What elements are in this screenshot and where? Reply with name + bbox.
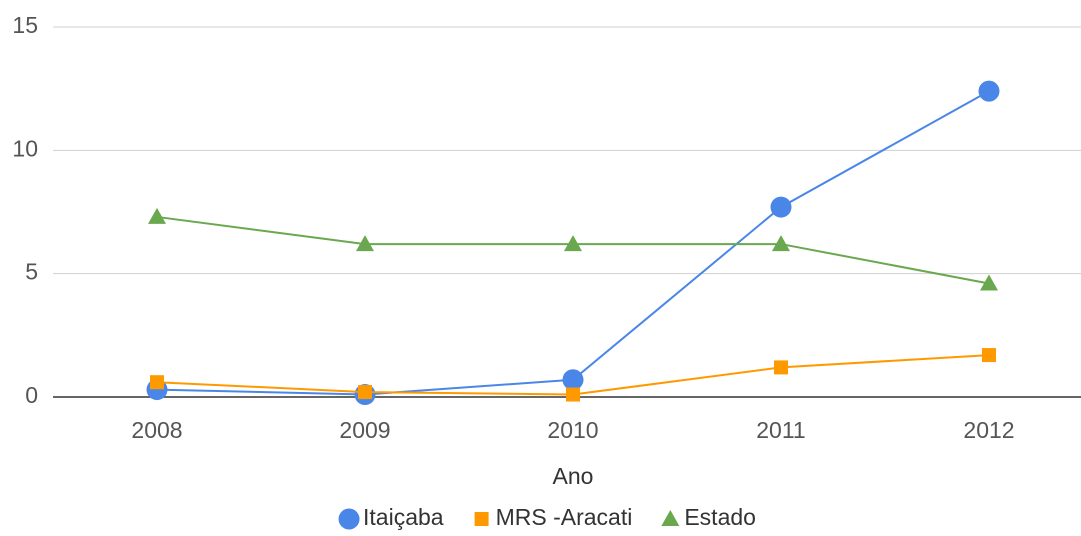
x-axis-label: Ano — [553, 463, 594, 489]
data-point — [150, 375, 164, 390]
y-tick-label: 5 — [25, 259, 38, 285]
legend-marker — [338, 508, 360, 530]
data-point — [566, 387, 580, 402]
data-point — [148, 207, 166, 224]
data-point — [564, 235, 582, 252]
x-tick-label: 2012 — [963, 417, 1014, 443]
data-point — [978, 80, 1000, 102]
data-point — [982, 348, 996, 363]
y-tick-label: 0 — [25, 382, 38, 408]
x-tick-label: 2008 — [131, 417, 182, 443]
data-point — [980, 274, 998, 291]
legend-label: MRS -Aracati — [496, 504, 633, 530]
data-point — [774, 360, 788, 375]
x-tick-label: 2011 — [756, 417, 805, 443]
data-point — [770, 196, 792, 218]
legend-marker — [474, 512, 489, 526]
data-point — [772, 235, 790, 252]
x-tick-label: 2009 — [339, 417, 390, 443]
y-tick-label: 15 — [12, 12, 38, 38]
x-tick-label: 2010 — [547, 417, 598, 443]
legend-marker — [661, 510, 680, 526]
y-tick-label: 10 — [12, 135, 38, 161]
legend-label: Itaiçaba — [363, 504, 444, 530]
data-point — [562, 369, 584, 391]
data-point — [358, 385, 372, 400]
data-point — [356, 235, 374, 252]
legend-label: Estado — [684, 504, 756, 530]
